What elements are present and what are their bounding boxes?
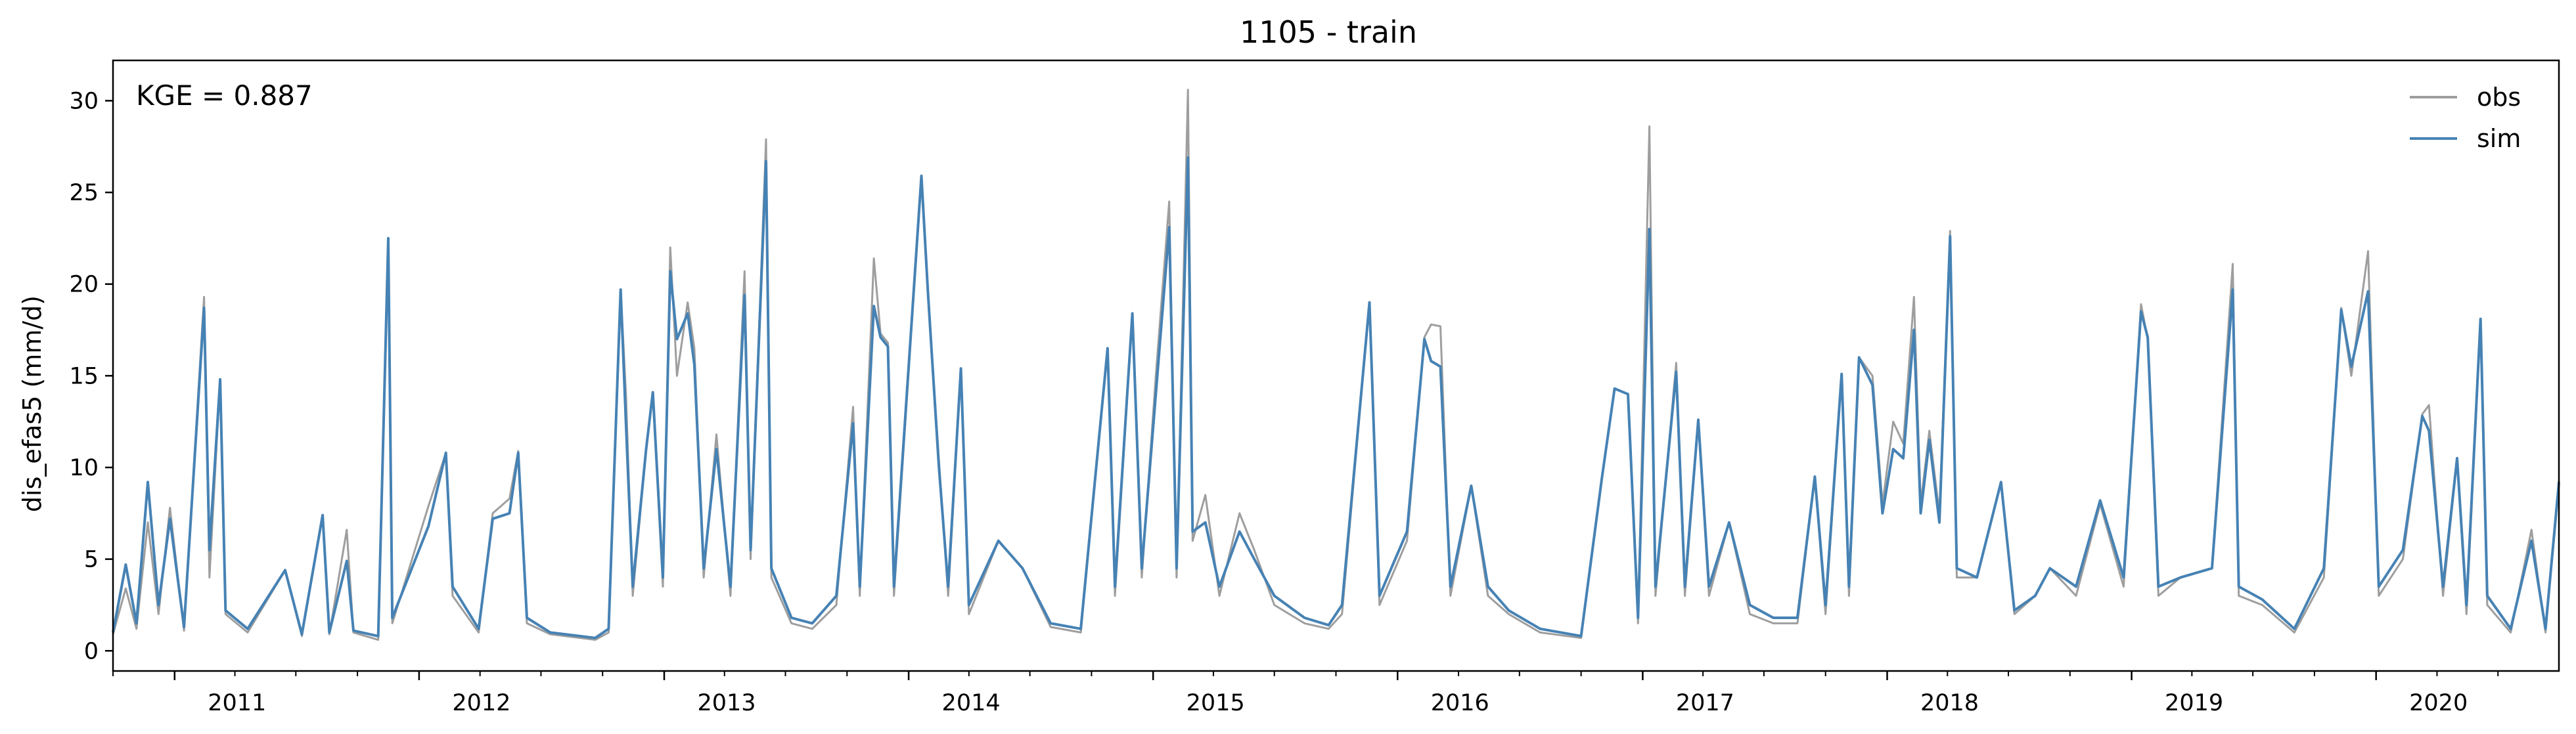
y-tick-label-15: 15 [69,363,99,389]
y-tick-label-20: 20 [69,272,99,298]
y-tick-label-30: 30 [69,88,99,114]
plot-area [112,89,2560,641]
y-axis-title: dis_efas5 (mm/d) [18,295,47,512]
x-tick-label-2013: 2013 [697,690,756,716]
x-tick-label-2012: 2012 [452,690,510,716]
x-tick-label-2020: 2020 [2409,690,2468,716]
chart-title: 1105 - train [1240,14,1417,50]
x-tick-label-2014: 2014 [942,690,1001,716]
x-tick-label-2017: 2017 [1676,690,1734,716]
legend-sim-label: sim [2477,124,2521,153]
y-tick-label-10: 10 [69,455,99,481]
x-tick-label-2016: 2016 [1431,690,1489,716]
y-tick-label-5: 5 [84,547,99,573]
y-tick-label-0: 0 [84,638,99,664]
kge-annotation: KGE = 0.887 [136,79,313,112]
sim-series [112,156,2560,639]
x-tick-label-2018: 2018 [1920,690,1979,716]
legend-obs-label: obs [2477,83,2521,112]
x-tick-label-2015: 2015 [1186,690,1245,716]
y-tick-label-25: 25 [69,180,99,206]
x-tick-label-2019: 2019 [2165,690,2223,716]
legend: obs sim [2410,83,2521,153]
axes: 0 5 10 15 20 25 30 2011 2012 2013 2014 2015 2016 2017… [69,59,2560,716]
sim-line [112,156,2560,639]
x-tick-label-2011: 2011 [208,690,266,716]
